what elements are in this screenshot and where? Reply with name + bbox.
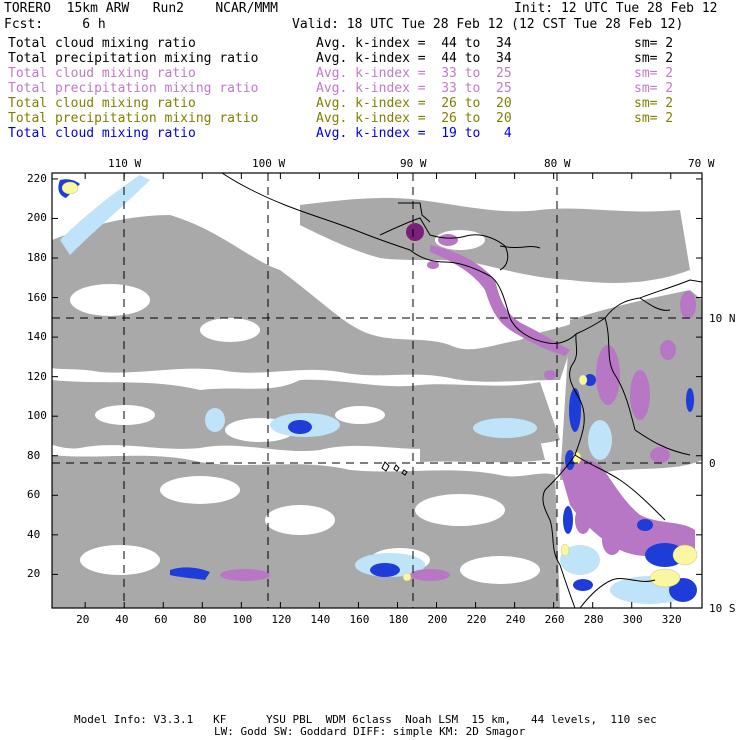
init-time: Init: 12 UTC Tue 28 Feb 12 [514,1,718,16]
legend-field: Total cloud mixing ratio [8,126,196,141]
latlon-grid [52,173,702,608]
legend-field: Total precipitation mixing ratio [8,81,259,96]
x-tick-label: 220 [466,613,487,626]
x-tick-label: 300 [622,613,643,626]
legend-smoothing: sm= 2 [634,66,674,81]
x-tick-label: 80 [193,613,207,626]
plot-frame [51,172,703,609]
legend-smoothing: sm= 2 [634,96,674,111]
y-tick-label: 180 [27,251,47,265]
lat-label-0: 0 [709,457,716,470]
cloud-area-sw-extra [420,438,545,463]
legend-smoothing: sm= 2 [634,111,674,126]
x-tick-label: 240 [505,613,526,626]
legend-field: Total cloud mixing ratio [8,66,196,81]
legend-kindex: Avg. k-index = 33 to 25 [316,66,512,81]
valid-time: Valid: 18 UTC Tue 28 Feb 12 (12 CST Tue … [292,17,684,32]
y-tick-label: 80 [27,448,41,462]
x-tick-label: 280 [583,613,604,626]
lon-label-90w: 90 W [400,157,427,170]
y-tick-label: 60 [27,488,41,502]
legend-row: Total precipitation mixing ratio Avg. k-i… [8,111,732,126]
legend-row: Total cloud mixing ratio Avg. k-index = 4… [8,36,732,51]
legend-kindex: Avg. k-index = 33 to 25 [316,81,512,96]
legend-row: Total precipitation mixing ratio Avg. k-i… [8,81,732,96]
y-tick-label: 160 [27,290,47,304]
legend-kindex: Avg. k-index = 26 to 20 [316,111,512,126]
y-tick-label: 120 [27,369,47,383]
legend-field: Total cloud mixing ratio [8,96,196,111]
cloud-area-north [300,197,690,283]
legend-smoothing: sm= 2 [634,51,674,66]
lat-label-10s: 10 S [709,602,736,615]
x-tick-label: 140 [310,613,331,626]
forecast-hour: Fcst: 6 h [4,17,106,32]
legend-smoothing: sm= 2 [634,36,674,51]
x-tick-label: 200 [427,613,448,626]
y-tick-label: 40 [27,527,41,541]
cloud-field [52,175,702,608]
legend-kindex: Avg. k-index = 26 to 20 [316,96,512,111]
legend-field: Total cloud mixing ratio [8,36,196,51]
y-tick-label: 200 [27,211,47,225]
legend-kindex: Avg. k-index = 44 to 34 [316,36,512,51]
x-tick-label: 40 [115,613,129,626]
coastlines [221,173,702,608]
legend-row: Total cloud mixing ratio Avg. k-index = 1… [8,126,732,141]
legend-kindex: Avg. k-index = 44 to 34 [316,51,512,66]
legend-row: Total cloud mixing ratio Avg. k-index = 3… [8,66,732,81]
x-tick-label: 120 [271,613,292,626]
y-tick-label: 100 [27,409,47,423]
y-tick-label: 140 [27,330,47,344]
x-tick-label: 260 [544,613,565,626]
legend-field: Total precipitation mixing ratio [8,51,259,66]
x-tick-label: 180 [388,613,409,626]
physics-info: LW: Godd SW: Goddard DIFF: simple KM: 2D… [214,725,526,738]
x-tick-label: 20 [76,613,90,626]
precip-central-america [430,245,570,356]
cloud-area-west [52,215,580,382]
precip-andes [560,459,695,560]
x-tick-label: 100 [232,613,253,626]
y-tick-label: 20 [27,567,41,581]
legend-field: Total precipitation mixing ratio [8,111,259,126]
lon-label-100w: 100 W [252,157,286,170]
x-tick-label: 320 [661,613,682,626]
lon-label-70w: 70 W [688,157,715,170]
lat-label-10n: 10 N [709,312,736,325]
model-info: Model Info: V3.3.1 KF YSU PBL WDM 6class… [74,713,657,726]
model-title: TORERO 15km ARW Run2 NCAR/MMM [4,1,278,16]
x-tick-label: 60 [154,613,168,626]
legend-row: Total cloud mixing ratio Avg. k-index = 2… [8,96,732,111]
legend-kindex: Avg. k-index = 19 to 4 [316,126,512,141]
legend-smoothing: sm= 2 [634,81,674,96]
lon-label-80w: 80 W [544,157,571,170]
legend-row: Total precipitation mixing ratio Avg. k-i… [8,51,732,66]
y-tick-label: 220 [27,171,47,185]
x-tick-label: 160 [349,613,370,626]
lon-label-110w: 110 W [108,157,142,170]
